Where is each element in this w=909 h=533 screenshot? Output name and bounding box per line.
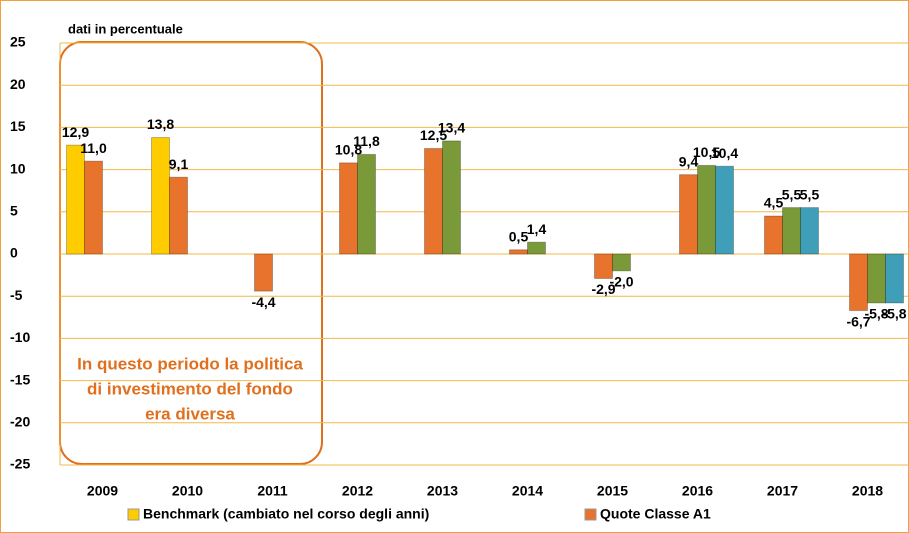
data-label: 12,9 bbox=[62, 124, 89, 140]
x-tick-label: 2016 bbox=[682, 483, 713, 499]
data-label: -5,8 bbox=[864, 306, 888, 322]
x-tick-label: 2010 bbox=[172, 483, 203, 499]
bar bbox=[527, 241, 546, 255]
bar bbox=[424, 148, 443, 255]
annotation: In questo periodo la politica di investim… bbox=[77, 354, 303, 423]
data-label: 10,8 bbox=[335, 142, 362, 158]
subtitle: dati in percentuale bbox=[68, 21, 183, 36]
bar bbox=[867, 253, 886, 304]
bar bbox=[339, 162, 358, 255]
x-tick-label: 2018 bbox=[852, 483, 883, 499]
x-tick-label: 2012 bbox=[342, 483, 373, 499]
bar bbox=[357, 153, 376, 255]
y-tick-label: -5 bbox=[10, 287, 23, 303]
data-label: 13,8 bbox=[147, 116, 174, 132]
x-tick-label: 2017 bbox=[767, 483, 798, 499]
bar bbox=[697, 164, 716, 255]
data-label: -2,0 bbox=[609, 274, 633, 290]
x-tick-label: 2015 bbox=[597, 483, 628, 499]
annotation-line: era diversa bbox=[145, 404, 235, 423]
y-tick-label: -20 bbox=[10, 414, 30, 430]
bar bbox=[66, 144, 85, 255]
bar bbox=[885, 253, 904, 304]
y-tick-label: 15 bbox=[10, 118, 26, 134]
y-tick-label: 25 bbox=[10, 34, 26, 50]
annotation-line: di investimento del fondo bbox=[87, 379, 293, 398]
bar bbox=[764, 215, 783, 255]
bar bbox=[509, 249, 528, 255]
y-tick-label: 20 bbox=[10, 76, 26, 92]
bar bbox=[679, 174, 698, 255]
x-tick-label: 2014 bbox=[512, 483, 543, 499]
bar bbox=[151, 137, 170, 255]
data-label: 11,8 bbox=[353, 133, 380, 149]
data-label: -2,9 bbox=[591, 281, 615, 297]
x-tick-label: 2011 bbox=[257, 483, 288, 499]
data-label: 1,4 bbox=[527, 221, 547, 237]
data-label: 5,5 bbox=[782, 186, 802, 202]
data-label: 5,5 bbox=[800, 186, 820, 202]
legend-label: Benchmark (cambiato nel corso degli anni… bbox=[143, 506, 429, 522]
data-label: -5,8 bbox=[882, 306, 906, 322]
bar bbox=[442, 140, 461, 255]
bar bbox=[612, 253, 631, 272]
annotation-line: In questo periodo la politica bbox=[77, 354, 303, 373]
data-label: -4,4 bbox=[251, 294, 275, 310]
data-label: 4,5 bbox=[764, 195, 784, 211]
data-label: 13,4 bbox=[438, 120, 465, 136]
y-tick-label: 10 bbox=[10, 160, 26, 176]
data-label: 0,5 bbox=[509, 228, 529, 244]
y-tick-label: -25 bbox=[10, 456, 30, 472]
y-tick-label: -10 bbox=[10, 329, 30, 345]
data-label: 10,4 bbox=[711, 145, 738, 161]
legend-label: Quote Classe A1 bbox=[600, 506, 711, 522]
bar bbox=[715, 165, 734, 255]
legend-swatch bbox=[584, 508, 597, 521]
data-label: 10,5 bbox=[693, 144, 720, 160]
x-tick-label: 2009 bbox=[87, 483, 118, 499]
data-label: 9,4 bbox=[679, 153, 699, 169]
data-label: 9,1 bbox=[169, 156, 189, 172]
y-tick-label: 0 bbox=[10, 245, 18, 261]
data-label: 11,0 bbox=[80, 140, 107, 156]
bar bbox=[782, 207, 801, 255]
legend-swatch bbox=[127, 508, 140, 521]
bar bbox=[254, 253, 273, 292]
y-tick-label: -15 bbox=[10, 371, 30, 387]
data-label: -6,7 bbox=[846, 313, 870, 329]
bar bbox=[169, 176, 188, 255]
bar bbox=[849, 253, 868, 312]
bar bbox=[800, 207, 819, 255]
y-tick-label: 5 bbox=[10, 203, 18, 219]
data-label: 12,5 bbox=[420, 127, 447, 143]
bar bbox=[84, 160, 103, 255]
x-tick-label: 2013 bbox=[427, 483, 458, 499]
